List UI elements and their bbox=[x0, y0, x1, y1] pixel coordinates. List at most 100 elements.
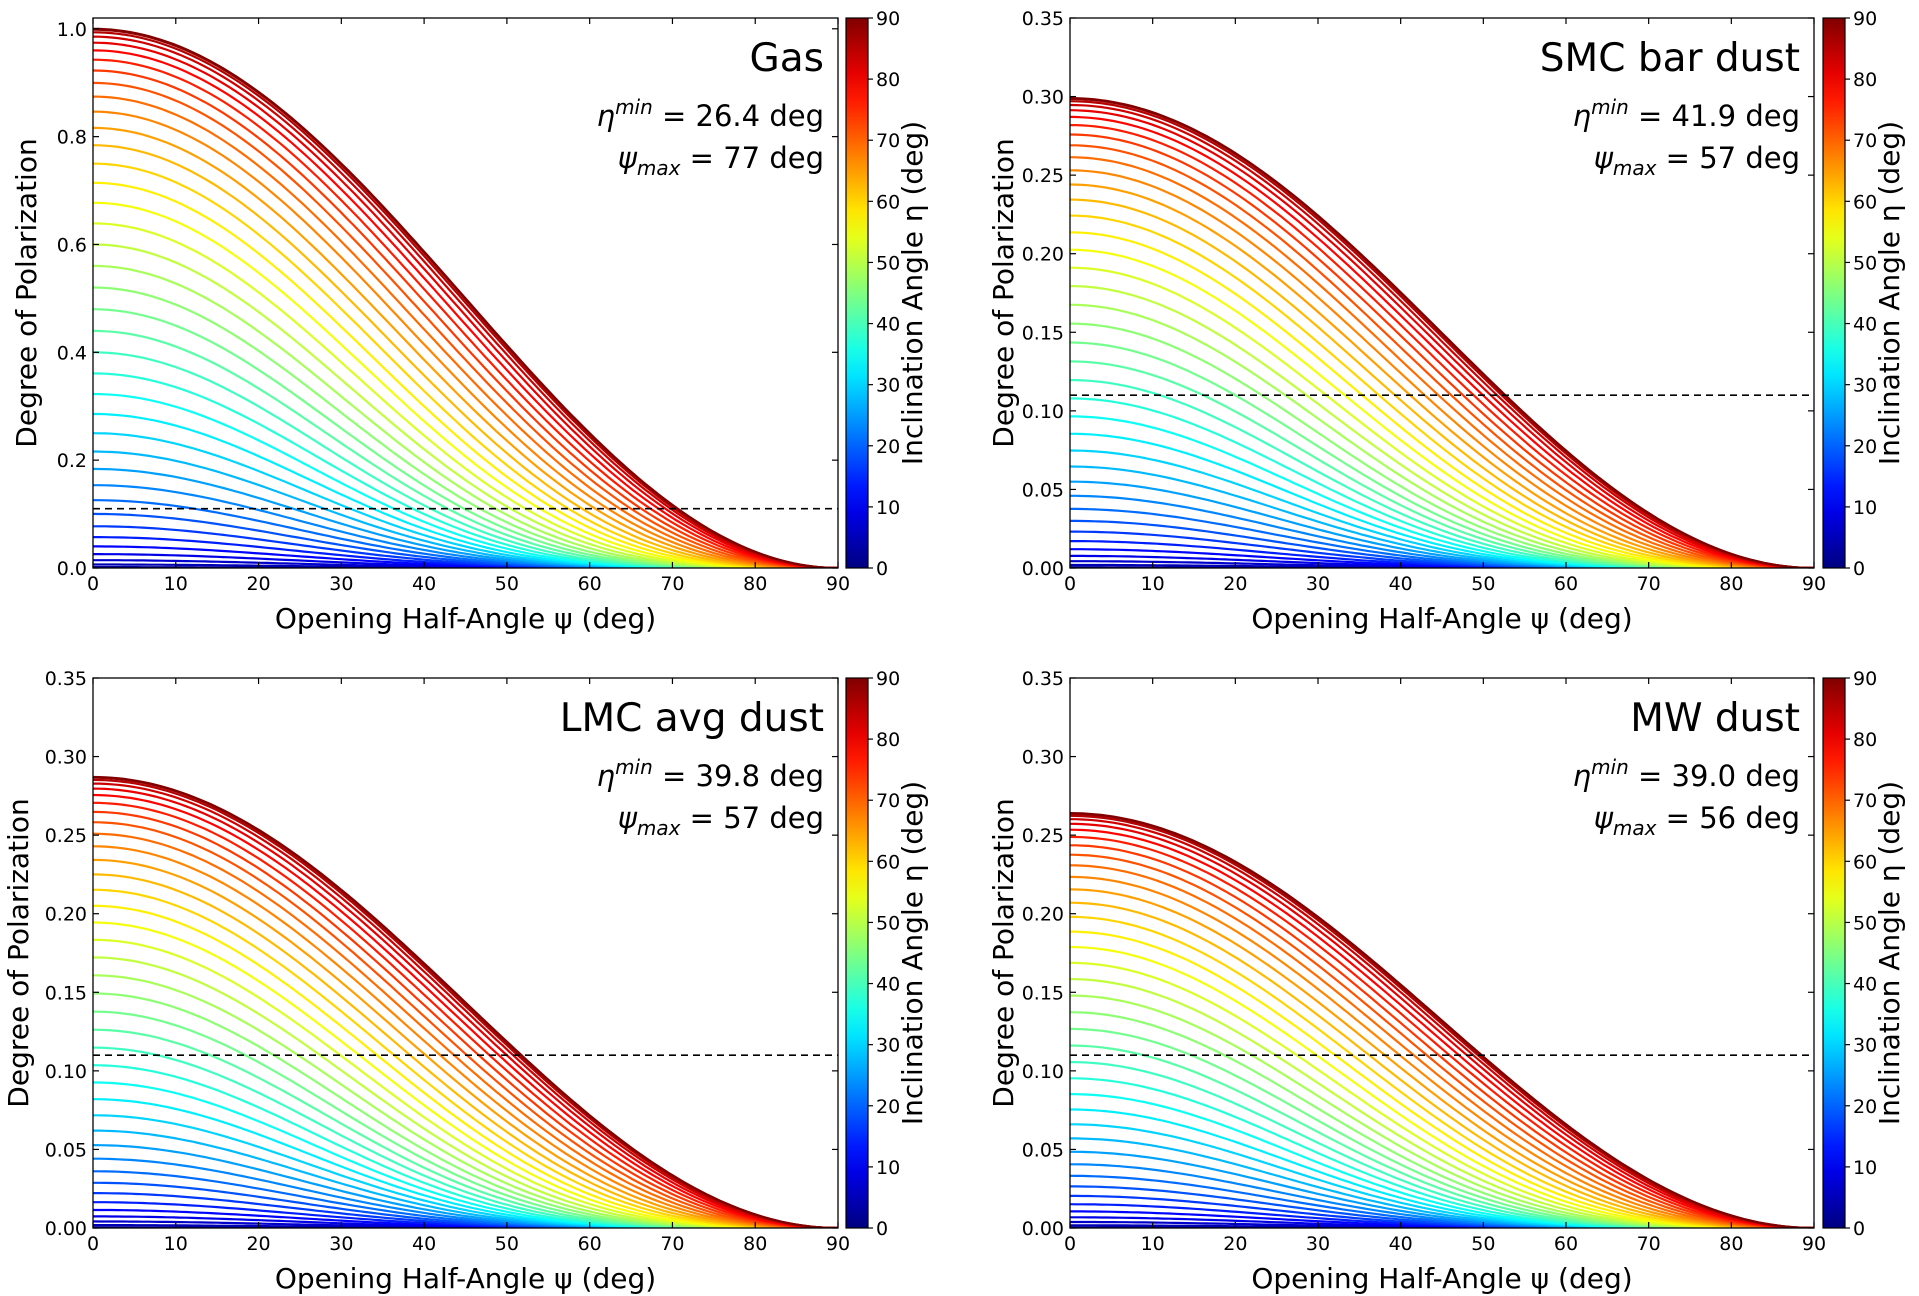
series-line-eta-51 bbox=[93, 956, 838, 1228]
y-tick-label: 0.10 bbox=[1022, 1061, 1064, 1083]
x-tick-label: 40 bbox=[1389, 573, 1413, 595]
series-line-eta-21 bbox=[1070, 507, 1814, 568]
annotation-psi-max: ψmax = 56 deg bbox=[1594, 801, 1800, 840]
x-tick-label: 70 bbox=[660, 573, 684, 595]
y-tick-label: 0.10 bbox=[45, 1061, 87, 1083]
series-line-eta-76 bbox=[93, 58, 838, 568]
series-line-eta-74 bbox=[93, 810, 838, 1228]
x-tick-label: 90 bbox=[826, 573, 850, 595]
panel-1: 0 10 20 30 40 50 60 70 80 90 0.00 0.05 0.10 0.15 0.20 0… bbox=[987, 8, 1906, 635]
x-tick-label: 0 bbox=[87, 573, 99, 595]
y-tick-label: 1.0 bbox=[57, 19, 87, 41]
colorbar-tick-label: 0 bbox=[1853, 1218, 1865, 1240]
series-line-eta-25 bbox=[1070, 480, 1814, 568]
annotation-psi-max: ψmax = 57 deg bbox=[1594, 141, 1800, 180]
x-tick-label: 10 bbox=[164, 1233, 188, 1255]
series-line-eta-65 bbox=[1070, 888, 1814, 1228]
x-tick-label: 30 bbox=[329, 573, 353, 595]
x-tick-label: 70 bbox=[1637, 1233, 1661, 1255]
series-line-eta-39 bbox=[93, 1046, 838, 1228]
x-tick-label: 10 bbox=[1141, 1233, 1165, 1255]
panel-title: LMC avg dust bbox=[560, 696, 824, 741]
series-line-eta-23 bbox=[93, 484, 838, 568]
colorbar-tick-label: 90 bbox=[1853, 668, 1877, 690]
series-line-eta-60 bbox=[1070, 915, 1814, 1228]
y-tick-label: 0.25 bbox=[1022, 825, 1064, 847]
panel-3: 0 10 20 30 40 50 60 70 80 90 0.00 0.05 0.10 0.15 0.20 0… bbox=[987, 668, 1906, 1295]
series-line-eta-72 bbox=[1070, 853, 1814, 1228]
series-line-eta-60 bbox=[1070, 214, 1814, 568]
series-line-eta-18 bbox=[93, 512, 838, 568]
x-tick-label: 70 bbox=[1637, 573, 1661, 595]
colorbar bbox=[845, 17, 869, 569]
series-line-eta-78 bbox=[93, 49, 838, 568]
x-tick-label: 50 bbox=[1471, 573, 1495, 595]
x-tick-label: 50 bbox=[495, 573, 519, 595]
curves-group bbox=[1070, 812, 1814, 1228]
colorbar-tick-label: 60 bbox=[1853, 851, 1877, 873]
x-tick-label: 0 bbox=[1064, 1233, 1076, 1255]
x-tick-label: 40 bbox=[412, 573, 436, 595]
series-line-eta-76 bbox=[93, 801, 838, 1228]
series-line-eta-16 bbox=[93, 525, 838, 568]
series-line-eta-18 bbox=[1070, 1185, 1814, 1228]
series-line-eta-78 bbox=[1070, 828, 1814, 1228]
series-line-eta-65 bbox=[93, 126, 838, 568]
series-line-eta-60 bbox=[93, 162, 838, 568]
panel-0: 0 10 20 30 40 50 60 70 80 90 0.0 0.2 0.4 0.6 0.8 1.0 Ope… bbox=[10, 8, 929, 635]
x-tick-label: 50 bbox=[1471, 1233, 1495, 1255]
series-line-eta-81 bbox=[93, 787, 838, 1228]
colorbar-tick-label: 60 bbox=[1853, 191, 1877, 213]
y-tick-label: 0.10 bbox=[1022, 401, 1064, 423]
series-line-eta-67 bbox=[1070, 875, 1814, 1228]
y-tick-label: 0.4 bbox=[57, 342, 87, 364]
colorbar-tick-label: 50 bbox=[1853, 252, 1877, 274]
y-tick-label: 0.00 bbox=[45, 1218, 87, 1240]
series-line-eta-76 bbox=[1070, 835, 1814, 1228]
colorbar-tick-label: 10 bbox=[876, 1157, 900, 1179]
y-tick-label: 0.35 bbox=[1022, 668, 1064, 690]
psi-max-value: 57 bbox=[723, 801, 760, 835]
series-line-eta-78 bbox=[93, 793, 838, 1228]
colorbar-tick-label: 30 bbox=[1853, 1035, 1877, 1057]
x-tick-label: 90 bbox=[1802, 573, 1826, 595]
x-tick-label: 10 bbox=[164, 573, 188, 595]
series-line-eta-12 bbox=[93, 545, 838, 568]
series-line-eta-69 bbox=[1070, 156, 1814, 568]
series-line-eta-23 bbox=[1070, 494, 1814, 568]
annotation-psi-max: ψmax = 77 deg bbox=[618, 141, 824, 180]
colorbar-tick-label: 30 bbox=[876, 1035, 900, 1057]
y-tick-label: 0.05 bbox=[1022, 479, 1064, 501]
y-tick-label: 0.00 bbox=[1022, 558, 1064, 580]
x-tick-label: 40 bbox=[1389, 1233, 1413, 1255]
x-tick-label: 80 bbox=[743, 573, 767, 595]
y-tick-label: 0.30 bbox=[1022, 87, 1064, 109]
psi-max-value: 57 bbox=[1699, 141, 1736, 175]
colorbar-tick-label: 80 bbox=[1853, 69, 1877, 91]
colorbar-tick-label: 60 bbox=[876, 191, 900, 213]
series-line-eta-25 bbox=[1070, 1150, 1814, 1228]
curves-group bbox=[93, 775, 838, 1228]
x-tick-label: 50 bbox=[495, 1233, 519, 1255]
x-axis-label: Opening Half-Angle ψ (deg) bbox=[275, 602, 656, 635]
colorbar-tick-label: 80 bbox=[1853, 729, 1877, 751]
x-tick-label: 0 bbox=[87, 1233, 99, 1255]
colorbar-tick-label: 70 bbox=[1853, 790, 1877, 812]
series-line-eta-74 bbox=[1070, 844, 1814, 1228]
eta-min-value: 39.0 bbox=[1672, 759, 1737, 793]
colorbar-tick-label: 60 bbox=[876, 851, 900, 873]
y-tick-label: 0.30 bbox=[45, 747, 87, 769]
series-line-eta-62 bbox=[1070, 198, 1814, 568]
colorbar bbox=[1822, 677, 1846, 1229]
series-line-eta-67 bbox=[1070, 169, 1814, 568]
x-tick-label: 70 bbox=[660, 1233, 684, 1255]
series-line-eta-90 bbox=[1070, 812, 1814, 1228]
colorbar-tick-label: 10 bbox=[1853, 497, 1877, 519]
axes-frame bbox=[1069, 17, 1815, 569]
series-line-eta-55 bbox=[93, 201, 838, 568]
colorbar-tick-label: 0 bbox=[1853, 558, 1865, 580]
series-line-eta-39 bbox=[1070, 379, 1814, 568]
colorbar-tick-label: 80 bbox=[876, 69, 900, 91]
series-line-eta-83 bbox=[1070, 818, 1814, 1228]
